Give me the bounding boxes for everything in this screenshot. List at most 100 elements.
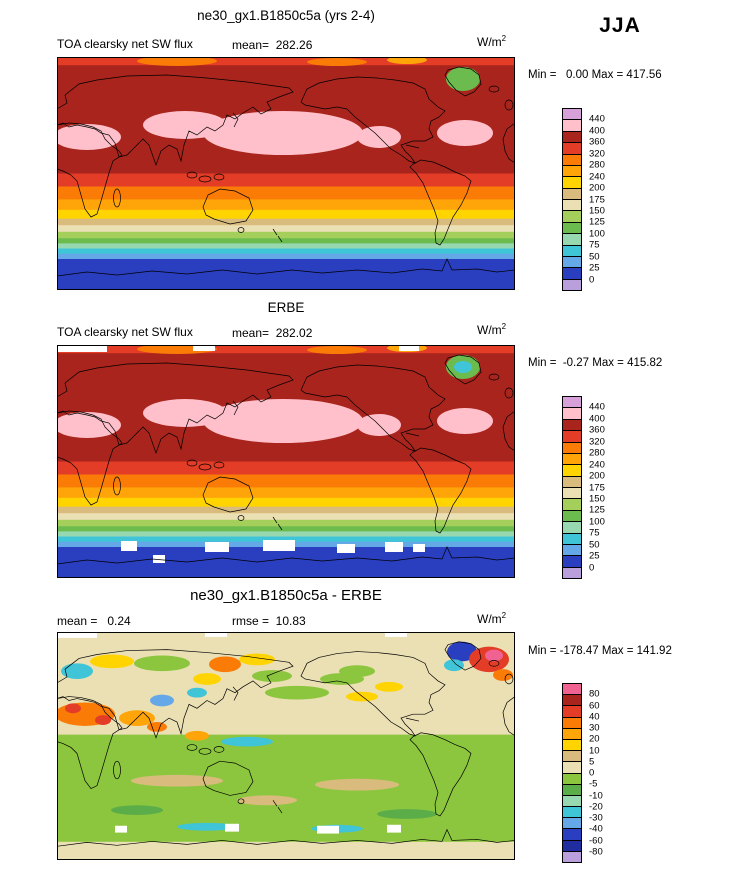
colorbar-tick-label: -40 — [589, 823, 603, 835]
colorbar-cell — [563, 567, 581, 578]
colorbar-cell — [563, 522, 581, 534]
colorbar-cell — [563, 256, 581, 269]
colorbar-cell — [563, 544, 581, 557]
colorbar-cell — [563, 143, 581, 155]
colorbar-tick-label: 25 — [589, 550, 600, 562]
colorbar-cell — [563, 268, 581, 280]
colorbar-tick-label: 320 — [589, 436, 605, 448]
colorbar-cell — [563, 109, 581, 121]
colorbar-cell — [563, 200, 581, 212]
colorbar-cell — [563, 840, 581, 852]
erbe-map — [57, 345, 515, 578]
colorbar-tick-label: 440 — [589, 401, 605, 413]
colorbar-tick-label: 240 — [589, 459, 605, 471]
colorbar-cell — [563, 245, 581, 257]
colorbar-cell — [563, 188, 581, 200]
colorbar-tick-label: 0 — [589, 562, 595, 574]
colorbar-tick-label: 50 — [589, 251, 600, 263]
colorbar-cell — [563, 795, 581, 808]
colorbar-cell — [563, 234, 581, 246]
colorbar-cell — [563, 465, 581, 477]
colorbar-cell — [563, 431, 581, 443]
colorbar-cell — [563, 773, 581, 785]
difference-mean-value: mean = 0.24 — [57, 614, 131, 628]
colorbar-cell — [563, 556, 581, 568]
colorbar-tick-label: 320 — [589, 148, 605, 160]
colorbar-tick-label: -10 — [589, 790, 603, 801]
colorbar-tick-label: 20 — [589, 733, 600, 745]
colorbar-cell — [563, 818, 581, 830]
colorbar-cell — [563, 279, 581, 290]
colorbar-tick-label: 75 — [589, 239, 600, 251]
colorbar-cell — [563, 717, 581, 729]
erbe-units-label: W/m2 — [477, 322, 507, 337]
colorbar-tick-label: 125 — [589, 504, 605, 516]
colorbar-cell — [563, 533, 581, 545]
colorbar-tick-label: 5 — [589, 756, 595, 768]
colorbar-tick-label: 150 — [589, 493, 605, 505]
model-title: ne30_gx1.B1850c5a (yrs 2-4) — [197, 8, 375, 23]
model-colorbar: 440 400 360 320 280 240 200 175 150 125 100 75 50 25 0 — [562, 108, 642, 291]
erbe-title: ERBE — [267, 300, 305, 315]
model-field-label: TOA clearsky net SW flux — [57, 37, 193, 51]
colorbar-tick-label: 25 — [589, 262, 600, 274]
colorbar-cell — [563, 706, 581, 718]
erbe-minmax: Min = -0.27 Max = 415.82 — [528, 357, 663, 369]
erbe-colorbar: 440 400 360 320 280 240 200 175 150 125 100 75 50 25 0 — [562, 396, 642, 579]
colorbar-cell — [563, 829, 581, 841]
erbe-field-label: TOA clearsky net SW flux — [57, 325, 193, 339]
colorbar-cell — [563, 165, 581, 178]
colorbar-tick-label: 280 — [589, 447, 605, 459]
colorbar-cell — [563, 131, 581, 144]
colorbar-cell — [563, 684, 581, 696]
colorbar-cell — [563, 807, 581, 819]
colorbar-cell — [563, 120, 581, 132]
colorbar-tick-label: -80 — [589, 846, 603, 858]
model-mean-value: mean= 282.26 — [232, 38, 313, 52]
colorbar-cells — [562, 108, 582, 291]
model-minmax: Min = 0.00 Max = 417.56 — [528, 69, 662, 81]
colorbar-tick-label: 360 — [589, 136, 605, 148]
colorbar-cell — [563, 728, 581, 740]
colorbar-cell — [563, 784, 581, 796]
difference-rmse-value: rmse = 10.83 — [232, 614, 306, 628]
erbe-mean-value: mean= 282.02 — [232, 326, 313, 340]
model-units-label: W/m2 — [477, 34, 507, 49]
colorbar-cell — [563, 408, 581, 420]
colorbar-cell — [563, 499, 581, 511]
colorbar-tick-label: 50 — [589, 539, 600, 551]
colorbar-cell — [563, 751, 581, 763]
colorbar-tick-label: 400 — [589, 413, 605, 425]
colorbar-cell — [563, 154, 581, 166]
colorbar-tick-label: 240 — [589, 171, 605, 183]
colorbar-cell — [563, 222, 581, 235]
colorbar-cell — [563, 510, 581, 523]
difference-map — [57, 632, 515, 860]
colorbar-tick-label: 175 — [589, 482, 605, 493]
colorbar-tick-label: 100 — [589, 516, 605, 528]
colorbar-tick-label: 80 — [589, 688, 600, 700]
colorbar-tick-label: 30 — [589, 722, 600, 734]
colorbar-tick-label: 280 — [589, 159, 605, 171]
colorbar-cell — [563, 442, 581, 454]
colorbar-cells — [562, 396, 582, 579]
colorbar-tick-label: 0 — [589, 767, 595, 779]
colorbar-tick-label: 440 — [589, 113, 605, 125]
difference-title: ne30_gx1.B1850c5a - ERBE — [190, 587, 382, 604]
colorbar-tick-label: 125 — [589, 216, 605, 228]
colorbar-tick-label: -30 — [589, 812, 603, 824]
colorbar-cell — [563, 695, 581, 707]
colorbar-tick-label: 175 — [589, 194, 605, 205]
colorbar-tick-label: 60 — [589, 700, 600, 711]
colorbar-tick-label: -20 — [589, 801, 603, 813]
colorbar-cell — [563, 397, 581, 409]
colorbar-cell — [563, 453, 581, 466]
colorbar-tick-label: 10 — [589, 745, 600, 756]
colorbar-tick-label: 150 — [589, 205, 605, 217]
colorbar-cell — [563, 476, 581, 488]
difference-units-label: W/m2 — [477, 611, 507, 626]
colorbar-cell — [563, 488, 581, 500]
colorbar-tick-label: 360 — [589, 424, 605, 436]
colorbar-cells — [562, 683, 582, 863]
